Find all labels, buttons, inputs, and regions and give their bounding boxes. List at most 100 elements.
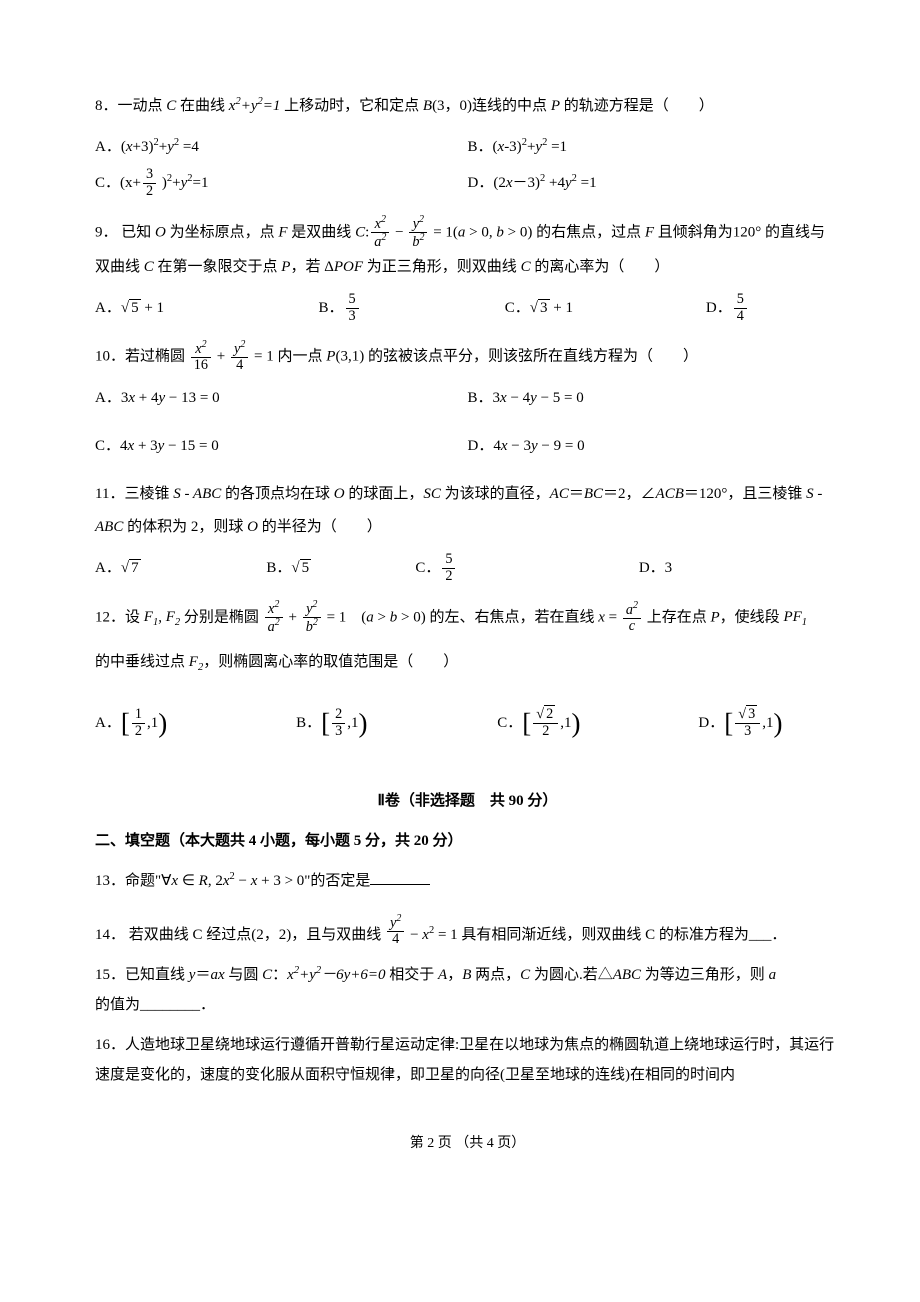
q11a-sc: 7	[129, 559, 141, 576]
question-10-text: 10．若过椭圆 x216 + y24 = 1 内一点 P(3,1) 的弦被该点平…	[95, 340, 840, 374]
q9-opt-a: A．5 + 1	[95, 290, 319, 326]
q12c-n: 2	[533, 707, 558, 724]
q14-eq: − x2 = 1	[406, 927, 457, 943]
q12-x: x	[598, 609, 605, 625]
q9-mid6: ，若 Δ	[290, 259, 333, 275]
question-11-text: 11．三棱锥 S - ABC 的各顶点均在球 O 的球面上，SC 为该球的直径，…	[95, 478, 840, 544]
q9a-pre: A．	[95, 300, 121, 316]
q12-mid1: 分别是椭圆	[180, 609, 263, 625]
q10-f1d: 16	[191, 358, 211, 374]
q11-acb: ACB	[656, 486, 684, 502]
q10-opt-d: D．4x − 3y − 9 = 0	[468, 428, 841, 464]
q12-comma: ,	[158, 609, 166, 625]
q9-options: A．5 + 1 B．53 C．3 + 1 D．54	[95, 290, 840, 326]
question-16: 16．人造地球卫星绕地球运行遵循开普勒行星运动定律:卫星在以地球为焦点的椭圆轨道…	[95, 1030, 840, 1090]
q9c-sqrt: 3	[530, 290, 550, 326]
q9-f2n: y2	[409, 215, 427, 233]
q15-colon: ：	[272, 967, 287, 983]
q9-prefix: 9． 已知	[95, 224, 155, 240]
q9-f: F	[278, 224, 287, 240]
q10-suffix: 的弦被该点平分，则该弦所在直线方程为（ ）	[364, 348, 698, 364]
q11-suffix: 的半径为（ ）	[258, 519, 382, 535]
q10-opt-c: C．4x + 3y − 15 = 0	[95, 428, 468, 464]
q12-suffix: ，则椭圆离心率的取值范围是（ ）	[203, 654, 458, 670]
q11-o2: O	[247, 519, 258, 535]
q11c-pre: C．	[415, 560, 440, 576]
q15-ax: ax	[210, 967, 224, 983]
q11-ac: AC	[550, 486, 569, 502]
q12-opt-c: C．[22,1)	[497, 691, 698, 756]
question-12-text2: 的中垂线过点 F2，则椭圆离心率的取值范围是（ ）	[95, 646, 840, 679]
q14-prefix: 14． 若双曲线 C 经过点(2，2)，且与双曲线	[95, 927, 385, 943]
q12d-post: ,1	[762, 715, 773, 731]
q11c-n: 5	[442, 552, 455, 569]
q8-eq1: x2+y2=1	[229, 98, 281, 114]
question-8-text: 8．一动点 C 在曲线 x2+y2=1 上移动时，它和定点 B(3，0)连线的中…	[95, 90, 840, 123]
q13-blank	[370, 884, 430, 885]
q15-eq: ＝	[195, 967, 210, 983]
q15-prefix: 15．已知直线	[95, 967, 189, 983]
q11b-sqrt: 5	[291, 550, 311, 586]
q9-colon: :	[365, 224, 369, 240]
q8-opt-c-post: )2+y2=1	[158, 175, 208, 191]
q8-opt-a: A．(x+3)2+y2 =4	[95, 129, 468, 165]
q11-mid5: ＝120°，且三棱锥	[684, 486, 806, 502]
q11-opt-b: B．5	[266, 550, 415, 586]
section-2-subtitle: 二、填空题（本大题共 4 小题，每小题 5 分，共 20 分）	[95, 826, 840, 856]
question-9: 9． 已知 O 为坐标原点，点 F 是双曲线 C:x2a2 − y2b2 = 1…	[95, 215, 840, 326]
q9-opt-d: D．54	[706, 290, 840, 326]
q15-a: A	[438, 967, 447, 983]
q12-opt-d: D．[33,1)	[698, 691, 840, 756]
q12-options: A．[12,1) B．[23,1) C．[22,1) D．[33,1)	[95, 691, 840, 756]
question-9-text: 9． 已知 O 为坐标原点，点 F 是双曲线 C:x2a2 − y2b2 = 1…	[95, 215, 840, 284]
q8-suffix: 的轨迹方程是（ ）	[560, 98, 714, 114]
q9-f2d: b2	[409, 233, 427, 250]
q11-mid3: 为该球的直径，	[441, 486, 550, 502]
q11-o: O	[334, 486, 345, 502]
q10-f2d: 4	[231, 358, 248, 374]
q12-mid4: ，使线段	[720, 609, 784, 625]
q11-prefix: 11．三棱锥	[95, 486, 173, 502]
q10-mid1: 内一点	[274, 348, 327, 364]
q15-line2: 的值为________．	[95, 997, 215, 1013]
q9d-n: 5	[734, 292, 747, 309]
q9-f1n: x2	[371, 215, 389, 233]
q14-fn: y2	[387, 914, 404, 932]
q12c-sc: 2	[544, 705, 555, 722]
q9b-n: 5	[346, 292, 359, 309]
q10-prefix: 10．若过椭圆	[95, 348, 189, 364]
q13-expr: ∀x ∈ R, 2x2 − x + 3 > 0	[161, 873, 304, 889]
q13-prefix: 13．命题"	[95, 873, 161, 889]
q9-mid1: 为坐标原点，点	[166, 224, 279, 240]
q10-opt-a: A．3x + 4y − 13 = 0	[95, 380, 468, 416]
q12-f3n: a2	[623, 601, 641, 619]
q12a-d: 2	[132, 724, 145, 740]
q9b-pre: B．	[319, 300, 344, 316]
q12b-post: ,1	[347, 715, 358, 731]
q9-minus: −	[391, 224, 407, 240]
q10-coords: (3,1)	[335, 348, 364, 364]
q11b-pre: B．	[266, 560, 291, 576]
q12a-pre: A．	[95, 715, 121, 731]
section-2-title: Ⅱ卷（非选择题 共 90 分）	[95, 786, 840, 816]
q15-c2: C	[520, 967, 530, 983]
q12c-d: 2	[533, 724, 558, 740]
q9-mid7: 为正三角形，则双曲线	[363, 259, 521, 275]
q9a-post: + 1	[141, 300, 164, 316]
q9-suffix: 的离心率为（ ）	[531, 259, 670, 275]
q12-f1: F1	[144, 609, 158, 625]
q11-sc: SC	[423, 486, 441, 502]
q13-suffix: "的否定是	[304, 873, 370, 889]
q15-eq2: x2+y2－6y+6=0	[287, 967, 385, 983]
q8c-num: 3	[143, 167, 156, 184]
q9d-d: 4	[734, 309, 747, 325]
q11-eq: ＝	[569, 486, 584, 502]
q9-f2: F	[645, 224, 654, 240]
q9c-post: + 1	[550, 300, 573, 316]
q12d-sc: 3	[746, 705, 757, 722]
q9b-d: 3	[346, 309, 359, 325]
q12b-n: 2	[332, 707, 345, 724]
q12-l2pre: 的中垂线过点	[95, 654, 189, 670]
q8-coords: (3，0)连线的中点	[432, 98, 551, 114]
q11-mid1: 的各顶点均在球	[221, 486, 334, 502]
